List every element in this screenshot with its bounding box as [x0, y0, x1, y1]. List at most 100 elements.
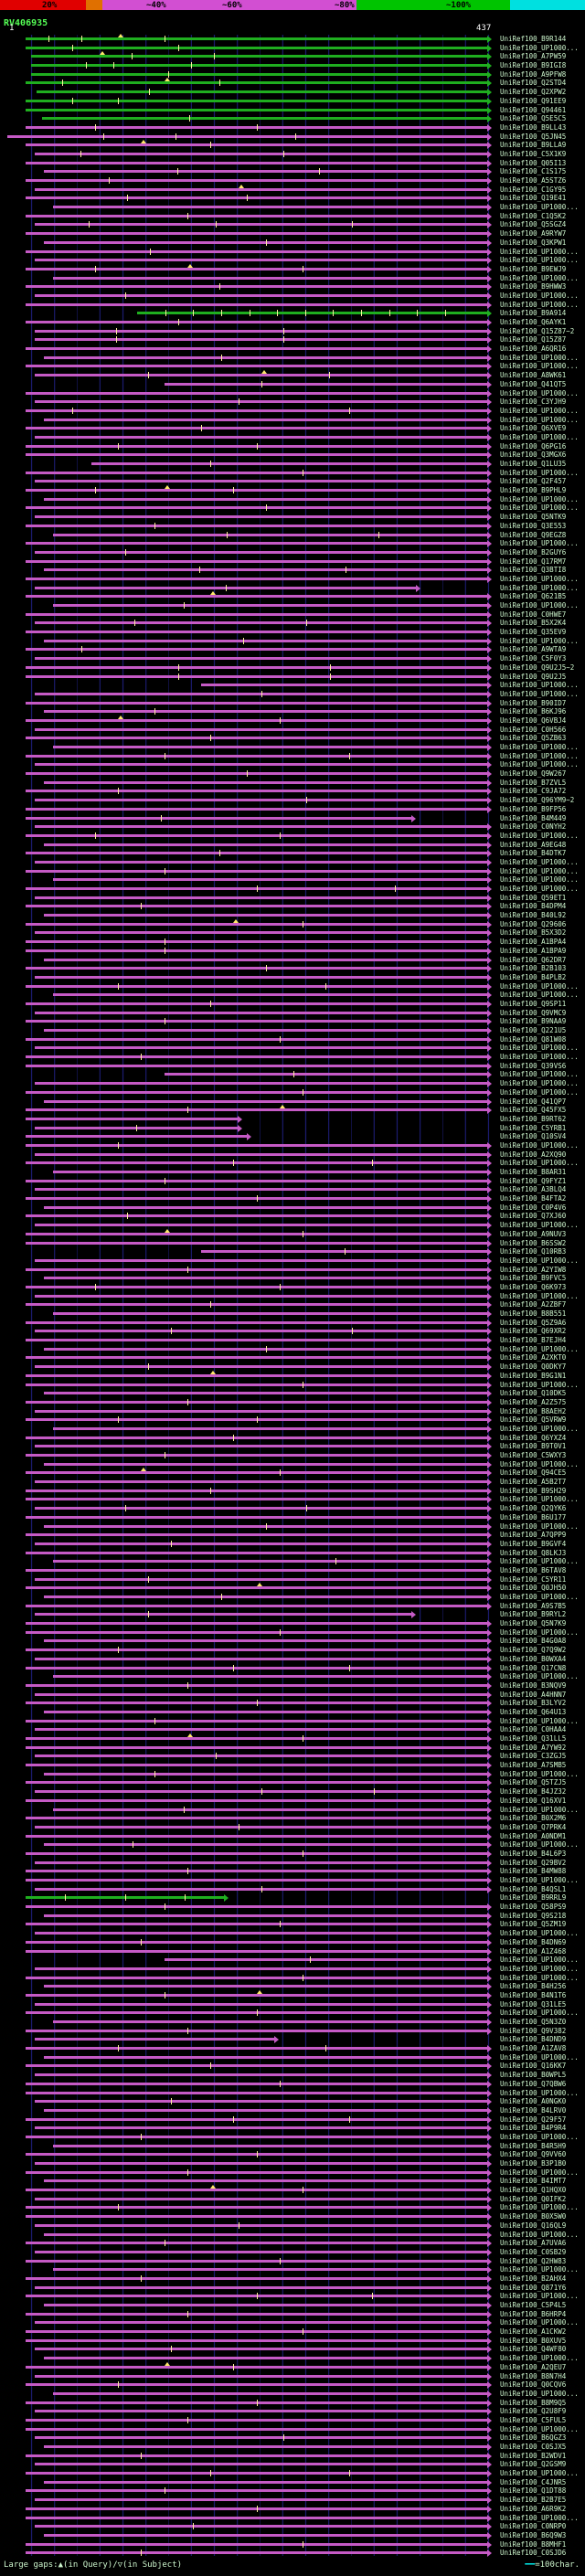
hit-label[interactable]: UniRef100_A7PW59	[500, 52, 567, 61]
alignment-bar[interactable]	[26, 2151, 492, 2159]
alignment-bar[interactable]	[26, 610, 492, 619]
hit-label[interactable]: UniRef100_UP1000...	[500, 1716, 579, 1725]
hit-label[interactable]: UniRef100_B5X2K4	[500, 619, 567, 628]
alignment-bar[interactable]	[26, 1195, 492, 1203]
alignment-bar[interactable]	[26, 1850, 492, 1858]
alignment-bar[interactable]	[26, 2381, 492, 2390]
hit-label[interactable]: UniRef100_Q2HW83	[500, 2256, 567, 2265]
alignment-bar[interactable]	[44, 779, 492, 787]
hit-label[interactable]: UniRef100_Q9VV60	[500, 2150, 567, 2159]
alignment-bar[interactable]	[26, 345, 492, 354]
alignment-bar[interactable]	[26, 2185, 492, 2195]
alignment-bar[interactable]	[53, 1673, 492, 1681]
alignment-bar[interactable]	[165, 1956, 492, 1965]
hit-label[interactable]: UniRef100_UP1000...	[500, 866, 579, 875]
alignment-bar[interactable]	[26, 788, 492, 796]
alignment-bar[interactable]	[201, 1248, 492, 1256]
hit-label[interactable]: UniRef100_UP1000...	[500, 468, 579, 477]
hit-label[interactable]: UniRef100_UP1000...	[500, 681, 579, 690]
hit-label[interactable]: UniRef100_UP1000...	[500, 875, 579, 885]
alignment-bar[interactable]	[26, 832, 492, 840]
hit-label[interactable]: UniRef100_Q62DR7	[500, 955, 567, 964]
alignment-bar[interactable]	[53, 531, 492, 539]
hit-label[interactable]: UniRef100_A1CKW2	[500, 2327, 567, 2337]
hit-label[interactable]: UniRef100_B8AR31	[500, 1168, 567, 1176]
hit-label[interactable]: UniRef100_B2B7E5	[500, 2496, 567, 2505]
alignment-bar[interactable]	[26, 34, 492, 43]
hit-label[interactable]: UniRef100_C0NYH2	[500, 822, 567, 832]
hit-label[interactable]: UniRef100_Q4WF80	[500, 2345, 567, 2354]
alignment-bar[interactable]	[35, 1611, 416, 1619]
hit-label[interactable]: UniRef100_C5YRB1	[500, 1123, 567, 1132]
alignment-bar[interactable]	[26, 1370, 492, 1380]
hit-label[interactable]: UniRef100_UP1000...	[500, 1044, 579, 1053]
alignment-bar[interactable]	[26, 715, 492, 725]
hit-label[interactable]: UniRef100_UP1000...	[500, 2265, 579, 2274]
hit-label[interactable]: UniRef100_Q59ET1	[500, 893, 567, 902]
hit-label[interactable]: UniRef100_Q29BV2	[500, 1858, 567, 1867]
alignment-bar[interactable]	[35, 726, 492, 734]
hit-label[interactable]: UniRef100_Q9EGZ8	[500, 530, 567, 539]
hit-label[interactable]: UniRef100_A2QEU7	[500, 2362, 567, 2371]
alignment-bar[interactable]	[35, 1044, 492, 1053]
hit-label[interactable]: UniRef100_Q0DKY7	[500, 1362, 567, 1372]
hit-label[interactable]: UniRef100_Q5N7K9	[500, 1619, 567, 1628]
hit-label[interactable]: UniRef100_B4G0A8	[500, 1637, 567, 1646]
alignment-bar[interactable]	[26, 2337, 492, 2345]
hit-label[interactable]: UniRef100_UP1000...	[500, 300, 579, 309]
alignment-bar[interactable]	[26, 1620, 492, 1628]
alignment-bar[interactable]	[44, 1203, 492, 1212]
hit-label[interactable]: UniRef100_UP1000...	[500, 2052, 579, 2062]
hit-label[interactable]: UniRef100_UP1000...	[500, 1672, 579, 1681]
hit-label[interactable]: UniRef100_Q35EV9	[500, 628, 567, 637]
hit-label[interactable]: UniRef100_B9RRL9	[500, 1893, 567, 1903]
alignment-bar[interactable]	[26, 1664, 492, 1672]
alignment-bar[interactable]	[44, 1983, 492, 1991]
alignment-bar[interactable]	[26, 1566, 492, 1574]
hit-label[interactable]: UniRef100_Q64U13	[500, 1707, 567, 1716]
hit-label[interactable]: UniRef100_Q2U8F9	[500, 2407, 567, 2416]
alignment-bar[interactable]	[44, 1390, 492, 1398]
alignment-bar[interactable]	[137, 310, 492, 318]
alignment-bar[interactable]	[26, 1532, 492, 1540]
alignment-bar[interactable]	[26, 1354, 492, 1362]
alignment-bar[interactable]	[35, 584, 420, 592]
alignment-bar[interactable]	[26, 2204, 492, 2212]
alignment-bar[interactable]	[26, 629, 492, 637]
hit-label[interactable]: UniRef100_Q31LL5	[500, 1734, 567, 1743]
hit-label[interactable]: UniRef100_UP1000...	[500, 203, 579, 212]
hit-label[interactable]: UniRef100_B8B551	[500, 1309, 567, 1318]
alignment-bar[interactable]	[35, 2072, 492, 2080]
alignment-bar[interactable]	[35, 2461, 492, 2469]
alignment-bar[interactable]	[26, 1319, 492, 1327]
alignment-bar[interactable]	[35, 1885, 492, 1893]
alignment-bar[interactable]	[35, 1407, 492, 1415]
hit-label[interactable]: UniRef100_A9S7B5	[500, 1601, 567, 1610]
hit-label[interactable]: UniRef100_UP1000...	[500, 406, 579, 415]
hit-label[interactable]: UniRef100_Q16XV1	[500, 1796, 567, 1805]
alignment-bar[interactable]	[35, 1363, 492, 1372]
hit-label[interactable]: UniRef100_Q58PS9	[500, 1903, 567, 1912]
alignment-bar[interactable]	[35, 1788, 492, 1797]
hit-label[interactable]: UniRef100_UP1000...	[500, 831, 579, 840]
hit-label[interactable]: UniRef100_UP1000...	[500, 2168, 579, 2177]
alignment-bar[interactable]	[26, 2133, 492, 2141]
hit-label[interactable]: UniRef100_B2GUY6	[500, 547, 567, 557]
alignment-bar[interactable]	[35, 2372, 492, 2380]
hit-label[interactable]: UniRef100_Q2GSM9	[500, 2460, 567, 2469]
hit-label[interactable]: UniRef100_UP1000...	[500, 2292, 579, 2301]
alignment-bar[interactable]	[37, 89, 492, 97]
alignment-bar[interactable]	[26, 504, 492, 513]
hit-label[interactable]: UniRef100_C0SJD6	[500, 2549, 567, 2558]
hit-label[interactable]: UniRef100_Q0JH50	[500, 1584, 567, 1593]
hit-label[interactable]: UniRef100_Q3MGX6	[500, 451, 567, 460]
hit-label[interactable]: UniRef100_UP1000...	[500, 1557, 579, 1566]
alignment-bar[interactable]	[26, 1779, 492, 1787]
alignment-bar[interactable]	[35, 1575, 492, 1584]
alignment-bar[interactable]	[26, 1921, 492, 1929]
alignment-bar[interactable]	[26, 752, 492, 760]
alignment-bar[interactable]	[26, 673, 492, 681]
hit-label[interactable]: UniRef100_UP1000...	[500, 1291, 579, 1300]
alignment-bar[interactable]	[26, 965, 492, 973]
hit-label[interactable]: UniRef100_Q94CE5	[500, 1468, 567, 1478]
